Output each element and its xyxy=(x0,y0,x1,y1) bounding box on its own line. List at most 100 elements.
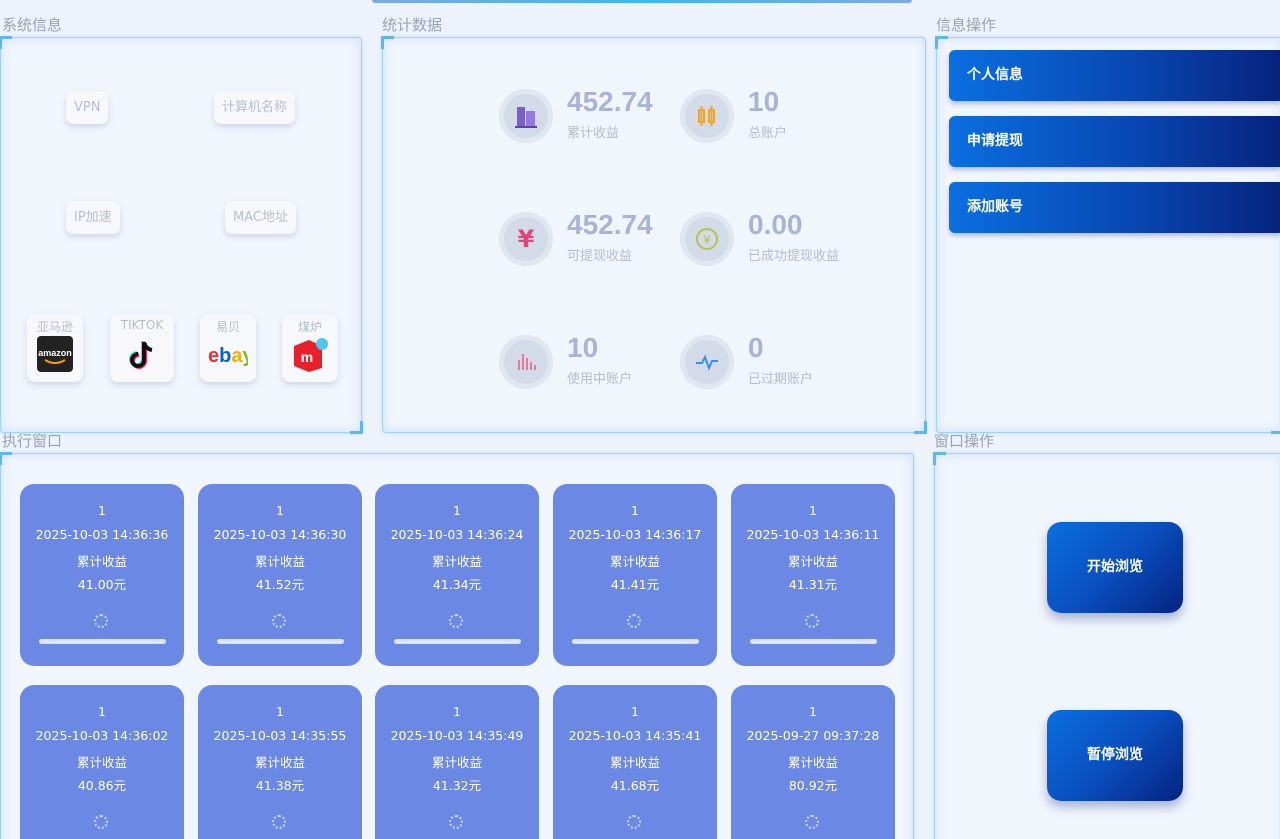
candlestick-icon xyxy=(680,89,734,143)
app-tile-amazon[interactable]: 亚马逊 amazon xyxy=(27,314,83,382)
app-label: 亚马逊 xyxy=(36,320,73,334)
card-id: 1 xyxy=(631,503,639,518)
section-title-system-info: 系统信息 xyxy=(2,16,63,34)
loading-spinner-icon xyxy=(805,614,819,628)
loading-spinner-icon xyxy=(449,614,463,628)
stats-panel: 452.74 累计收益 10 总账户 ¥ 452.74 可提现收益 ¥ 0.00… xyxy=(381,36,927,434)
card-id: 1 xyxy=(631,704,639,719)
svg-text:ebay: ebay xyxy=(208,345,248,367)
progress-bar xyxy=(217,639,344,644)
section-title-window-ops: 窗口操作 xyxy=(934,432,995,450)
card-time: 2025-10-03 14:36:24 xyxy=(390,527,524,542)
window-card[interactable]: 1 2025-10-03 14:35:55 累计收益 41.38元 xyxy=(198,685,362,839)
window-card[interactable]: 1 2025-10-03 14:36:11 累计收益 41.31元 xyxy=(731,484,895,666)
add-account-button[interactable]: 添加账号 xyxy=(949,182,1280,233)
card-amount: 41.31元 xyxy=(788,577,838,592)
card-id: 1 xyxy=(453,503,461,518)
card-label: 累计收益 xyxy=(431,755,482,770)
yen-icon: ¥ xyxy=(499,212,553,266)
stat-total-accounts: 10 总账户 xyxy=(680,86,860,146)
stat-value: 452.74 xyxy=(567,86,653,117)
mac-address-chip[interactable]: MAC地址 xyxy=(225,202,296,234)
card-label: 累计收益 xyxy=(431,554,482,569)
system-info-panel: VPN 计算机名称 IP加速 MAC地址 亚马逊 amazon TIKTOK 易… xyxy=(0,36,363,434)
loading-spinner-icon xyxy=(805,815,819,829)
card-time: 2025-10-03 14:36:17 xyxy=(568,527,702,542)
stat-expired-accounts: 0 已过期账户 xyxy=(680,332,860,392)
top-accent-bar xyxy=(372,0,912,3)
card-time: 2025-10-03 14:36:36 xyxy=(35,527,169,542)
window-card[interactable]: 1 2025-10-03 14:36:30 累计收益 41.52元 xyxy=(198,484,362,666)
section-title-info-ops: 信息操作 xyxy=(936,16,997,34)
window-card[interactable]: 1 2025-10-03 14:36:36 累计收益 41.00元 xyxy=(20,484,184,666)
pulse-icon xyxy=(680,335,734,389)
stat-withdrawable: ¥ 452.74 可提现收益 xyxy=(499,209,679,269)
card-id: 1 xyxy=(809,704,817,719)
progress-bar xyxy=(750,639,877,644)
stat-label: 累计收益 xyxy=(567,126,620,141)
card-id: 1 xyxy=(98,503,106,518)
app-tile-mercari[interactable]: 煤炉 m xyxy=(282,314,338,382)
progress-bar xyxy=(572,639,699,644)
section-title-stats: 统计数据 xyxy=(382,16,443,34)
window-card[interactable]: 1 2025-09-27 09:37:28 累计收益 80.92元 xyxy=(731,685,895,839)
card-time: 2025-09-27 09:37:28 xyxy=(746,728,880,743)
card-amount: 41.38元 xyxy=(255,778,305,793)
card-label: 累计收益 xyxy=(609,554,660,569)
stat-value: 10 xyxy=(748,86,780,117)
svg-text:m: m xyxy=(301,349,313,365)
stat-label: 使用中账户 xyxy=(567,372,633,387)
ip-accel-chip[interactable]: IP加速 xyxy=(66,202,120,234)
app-label: TIKTOK xyxy=(120,318,164,332)
start-browse-button[interactable]: 开始浏览 xyxy=(1047,522,1183,613)
window-card[interactable]: 1 2025-10-03 14:35:49 累计收益 41.32元 xyxy=(375,685,539,839)
stat-value: 10 xyxy=(567,332,599,363)
card-amount: 80.92元 xyxy=(788,778,838,793)
mercari-logo-icon: m xyxy=(294,338,328,372)
stat-value: 452.74 xyxy=(567,209,653,240)
stat-label: 已成功提现收益 xyxy=(748,249,840,264)
card-time: 2025-10-03 14:35:55 xyxy=(213,728,347,743)
loading-spinner-icon xyxy=(272,614,286,628)
app-label: 煤炉 xyxy=(297,320,322,334)
info-ops-panel xyxy=(935,36,1280,434)
card-id: 1 xyxy=(453,704,461,719)
svg-text:¥: ¥ xyxy=(703,233,711,247)
card-id: 1 xyxy=(98,704,106,719)
card-time: 2025-10-03 14:36:30 xyxy=(213,527,347,542)
app-tile-ebay[interactable]: 易贝 ebay xyxy=(200,314,256,382)
window-card[interactable]: 1 2025-10-03 14:36:17 累计收益 41.41元 xyxy=(553,484,717,666)
stat-active-accounts: 10 使用中账户 xyxy=(499,332,679,392)
svg-text:amazon: amazon xyxy=(38,348,72,358)
app-tile-tiktok[interactable]: TIKTOK xyxy=(110,314,174,382)
window-card[interactable]: 1 2025-10-03 14:36:02 累计收益 40.86元 xyxy=(20,685,184,839)
card-label: 累计收益 xyxy=(254,755,305,770)
card-amount: 40.86元 xyxy=(77,778,127,793)
card-time: 2025-10-03 14:36:11 xyxy=(746,527,880,542)
loading-spinner-icon xyxy=(272,815,286,829)
card-time: 2025-10-03 14:36:02 xyxy=(35,728,169,743)
card-label: 累计收益 xyxy=(254,554,305,569)
stat-value: 0.00 xyxy=(748,209,803,240)
card-amount: 41.41元 xyxy=(610,577,660,592)
card-label: 累计收益 xyxy=(609,755,660,770)
stat-value: 0 xyxy=(748,332,764,363)
section-title-exec-window: 执行窗口 xyxy=(2,432,63,450)
app-label: 易贝 xyxy=(215,320,240,334)
card-amount: 41.68元 xyxy=(610,778,660,793)
card-label: 累计收益 xyxy=(76,755,127,770)
window-card[interactable]: 1 2025-10-03 14:36:24 累计收益 41.34元 xyxy=(375,484,539,666)
vpn-chip[interactable]: VPN xyxy=(66,92,109,124)
amazon-logo-icon: amazon xyxy=(37,336,73,372)
window-card[interactable]: 1 2025-10-03 14:35:41 累计收益 41.68元 xyxy=(553,685,717,839)
card-id: 1 xyxy=(276,503,284,518)
loading-spinner-icon xyxy=(94,815,108,829)
tiktok-logo-icon xyxy=(129,341,153,369)
computer-name-chip[interactable]: 计算机名称 xyxy=(214,92,296,124)
personal-info-button[interactable]: 个人信息 xyxy=(949,50,1280,101)
card-id: 1 xyxy=(276,704,284,719)
apply-withdraw-button[interactable]: 申请提现 xyxy=(949,116,1280,167)
pause-browse-button[interactable]: 暂停浏览 xyxy=(1047,710,1183,801)
loading-spinner-icon xyxy=(627,614,641,628)
bar-chart-icon xyxy=(499,335,553,389)
